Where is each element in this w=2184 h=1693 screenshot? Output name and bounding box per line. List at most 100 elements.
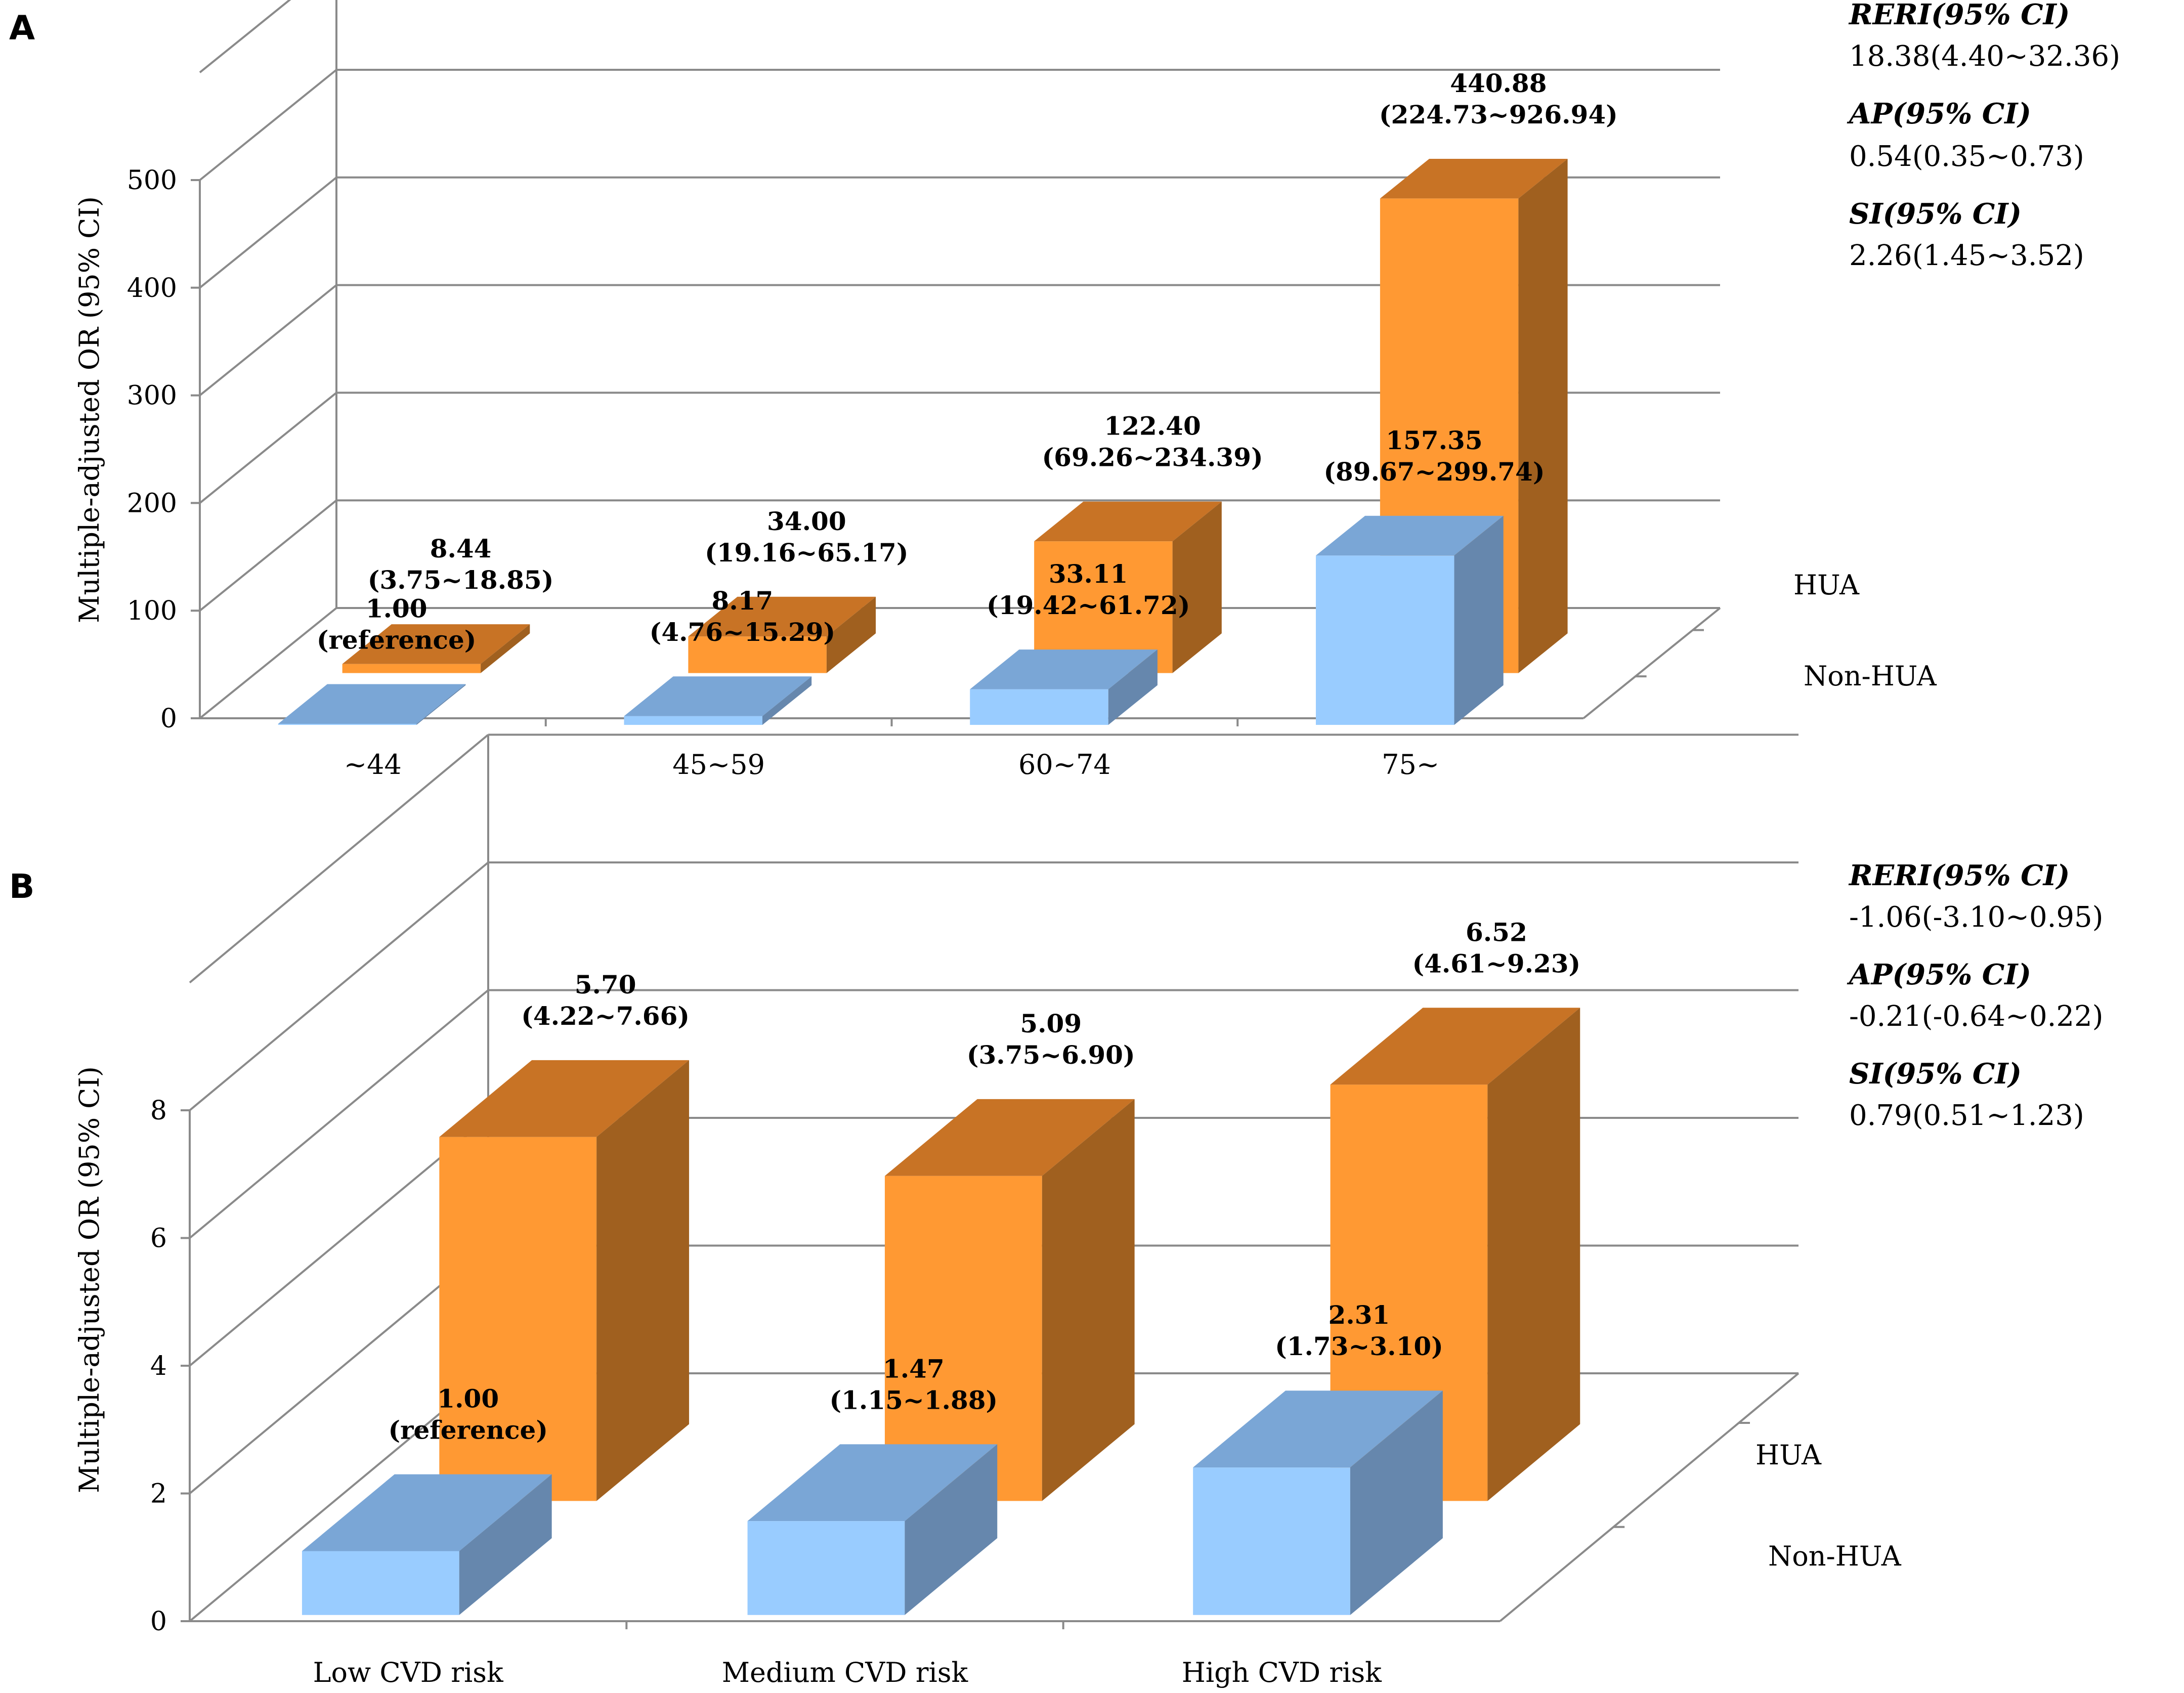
panel-a-label-non-hua-44-ci: (reference) <box>317 625 477 655</box>
panel-a-stat-ap-95-ci-value: 0.54(0.35~0.73) <box>1849 140 2084 173</box>
panel-b-label-non-hua-high-cvd-risk-ci: (1.73~3.10) <box>1275 1331 1443 1361</box>
panel-a-label-non-hua-60-74-value: 33.11 <box>1049 559 1128 589</box>
panel-a-label-hua-45-59-value: 34.00 <box>767 506 846 536</box>
panel-b-stat-si-95-ci-label: SI(95% CI) <box>1849 1057 2022 1091</box>
panel-b-y-tick-label: 4 <box>150 1351 167 1381</box>
panel-a-side-gridline <box>199 392 337 504</box>
panel-a-bar-hua-45-59 <box>688 596 876 673</box>
panel-b-bar-non-hua-high-cvd-risk-side <box>1350 1391 1443 1615</box>
panel-b-stat-reri-95-ci-label: RERI(95% CI) <box>1848 859 2070 892</box>
panel-a-series-label-hua: HUA <box>1793 569 1860 601</box>
panel-a-label-hua-75-value: 440.88 <box>1450 68 1547 98</box>
panel-a-bar-non-hua-44-front <box>278 723 417 725</box>
panel-b-x-label-medium-cvd-risk: Medium CVD risk <box>722 1657 969 1688</box>
panel-a-bar-hua-60-74-top <box>1034 501 1222 542</box>
panel-b-label-non-hua-high-cvd-risk-value: 2.31 <box>1329 1300 1390 1330</box>
panel-a-bar-hua-60-74-side <box>1172 501 1222 673</box>
panel-a-y-tick-label: 300 <box>127 381 177 411</box>
panel-b-stat-si-95-ci-value: 0.79(0.51~1.23) <box>1849 1099 2084 1132</box>
panel-b-series-label-non-hua: Non-HUA <box>1768 1540 1902 1572</box>
panel-b-bar-non-hua-medium-cvd-risk <box>747 1444 998 1615</box>
panel-a-bar-non-hua-60-74-top <box>970 649 1158 689</box>
panel-b-bar-hua-low-cvd-risk <box>439 1060 690 1501</box>
panel-a-x-label-60-74: 60~74 <box>1018 749 1111 780</box>
panel-a-y-tick-label: 0 <box>160 704 177 734</box>
panel-b-label-hua-high-cvd-risk-value: 6.52 <box>1466 917 1527 947</box>
panel-a-side-gridline <box>199 607 337 719</box>
panel-a-label-hua-44-value: 8.44 <box>430 534 492 563</box>
panel-b-bar-hua-medium-cvd-risk-side <box>1042 1099 1135 1501</box>
panel-a-stat-reri-95-ci-label: RERI(95% CI) <box>1848 0 2070 31</box>
panel-b-bar-non-hua-low-cvd-risk <box>302 1474 552 1615</box>
panel-a-side-gridline <box>199 69 337 181</box>
panel-b-y-tick-label: 2 <box>150 1479 167 1509</box>
panel-a-bar-non-hua-44 <box>278 684 466 725</box>
panel-a-series-label-non-hua: Non-HUA <box>1804 660 1937 692</box>
panel-a-bar-non-hua-44-top <box>278 684 466 724</box>
panel-a-bar-non-hua-75-top <box>1315 515 1504 556</box>
panel-b-side-gridline <box>189 1372 489 1622</box>
panel-b-y-axis-label: Multiple-adjusted OR (95% CI) <box>73 1066 105 1493</box>
panel-a-label-non-hua-45-59-value: 8.17 <box>712 586 774 616</box>
panel-a-bar-hua-75-side <box>1518 158 1568 673</box>
panel-b-chart: B 0 2 4 6 8 Multiple-adjusted OR (95% CI) Low C… <box>9 733 2104 1688</box>
panel-b-bar-non-hua-medium-cvd-risk-top <box>747 1444 998 1522</box>
panel-a-label-hua-45-59-ci: (19.16~65.17) <box>705 538 908 568</box>
panel-a-bar-non-hua-75 <box>1315 515 1504 725</box>
panel-b-side-gridline <box>189 733 489 984</box>
panel-a-stat-reri-95-ci-value: 18.38(4.40~32.36) <box>1849 40 2120 73</box>
panel-a-label-non-hua-75-ci: (89.67~299.74) <box>1323 457 1545 487</box>
panel-a-bar-non-hua-44-side <box>416 684 466 725</box>
panel-a-label-non-hua-44-value: 1.00 <box>366 593 427 623</box>
panel-a-bar-non-hua-45-59-front <box>624 716 762 725</box>
panel-b-bar-hua-high-cvd-risk-side <box>1487 1008 1580 1501</box>
panel-b-bar-non-hua-low-cvd-risk-top <box>302 1474 552 1551</box>
panel-a-label-hua-60-74-ci: (69.26~234.39) <box>1042 443 1263 472</box>
panel-a-letter: A <box>9 9 35 48</box>
panel-b-bar-hua-medium-cvd-risk-top <box>884 1099 1135 1176</box>
panel-a-label-non-hua-75-value: 157.35 <box>1386 425 1482 455</box>
panel-b-bar-non-hua-medium-cvd-risk-front <box>747 1521 905 1615</box>
panel-a-side-gridline <box>199 177 337 289</box>
panel-a-chart: A 0 100 200 300 400 500 Multiple-adjusted OR (9… <box>9 0 2120 780</box>
panel-a-bar-hua-44 <box>342 624 530 673</box>
panel-a-bar-hua-44-front <box>342 664 481 673</box>
panel-a-bar-hua-44-side <box>481 624 530 673</box>
panel-a-y-tick-label: 100 <box>127 596 177 626</box>
panel-b-label-hua-low-cvd-risk-value: 5.70 <box>575 970 636 1000</box>
panel-b-series-label-hua: HUA <box>1755 1439 1822 1471</box>
panel-b-label-non-hua-medium-cvd-risk-value: 1.47 <box>883 1354 945 1383</box>
panel-a-y-tick-label: 500 <box>127 165 177 196</box>
panel-b-label-non-hua-low-cvd-risk-value: 1.00 <box>437 1384 499 1414</box>
panel-b-x-label-high-cvd-risk: High CVD risk <box>1182 1657 1382 1688</box>
panel-b-side-gridline <box>189 989 489 1239</box>
panel-a-bar-hua-45-59-side <box>826 596 876 673</box>
panel-a-bar-non-hua-75-front <box>1315 555 1454 725</box>
panel-b-label-non-hua-medium-cvd-risk-ci: (1.15~1.88) <box>829 1385 998 1415</box>
panel-a-label-non-hua-45-59-ci: (4.76~15.29) <box>650 617 836 647</box>
panel-b-bar-hua-low-cvd-risk-side <box>596 1060 690 1501</box>
panel-b-floor-right-edge <box>1499 1372 1800 1622</box>
panel-a-bar-non-hua-60-74-side <box>1108 649 1158 725</box>
panel-a-bar-hua-75-top <box>1380 158 1568 199</box>
panel-b-bar-non-hua-low-cvd-risk-side <box>459 1474 552 1615</box>
panel-b-y-tick-label: 0 <box>150 1607 167 1637</box>
panel-b-x-label-low-cvd-risk: Low CVD risk <box>313 1657 504 1688</box>
panel-a-side-gridline <box>199 499 337 612</box>
panel-a-stat-ap-95-ci-label: AP(95% CI) <box>1847 97 2031 131</box>
panel-b-bar-hua-medium-cvd-risk <box>884 1099 1135 1501</box>
panel-a-bar-non-hua-45-59 <box>624 676 812 725</box>
panel-a-bar-non-hua-45-59-side <box>762 676 812 725</box>
panel-a-bar-hua-44-top <box>342 624 530 664</box>
panel-b-side-gridline <box>189 1244 489 1495</box>
panel-b-bar-non-hua-high-cvd-risk-top <box>1193 1391 1443 1468</box>
panel-b-bar-hua-high-cvd-risk-top <box>1330 1008 1580 1085</box>
panel-a-x-label-44: ~44 <box>344 749 402 780</box>
panel-b-stat-reri-95-ci-value: -1.06(-3.10~0.95) <box>1849 901 2104 934</box>
panel-b-bar-non-hua-low-cvd-risk-front <box>302 1551 459 1615</box>
panel-a-label-hua-44-ci: (3.75~18.85) <box>368 565 554 595</box>
panel-a-bar-non-hua-45-59-top <box>624 676 812 716</box>
panel-a-stat-si-95-ci-value: 2.26(1.45~3.52) <box>1849 239 2084 272</box>
panel-b-bar-hua-low-cvd-risk-front <box>439 1137 597 1501</box>
panel-b-bar-hua-low-cvd-risk-top <box>439 1060 690 1137</box>
